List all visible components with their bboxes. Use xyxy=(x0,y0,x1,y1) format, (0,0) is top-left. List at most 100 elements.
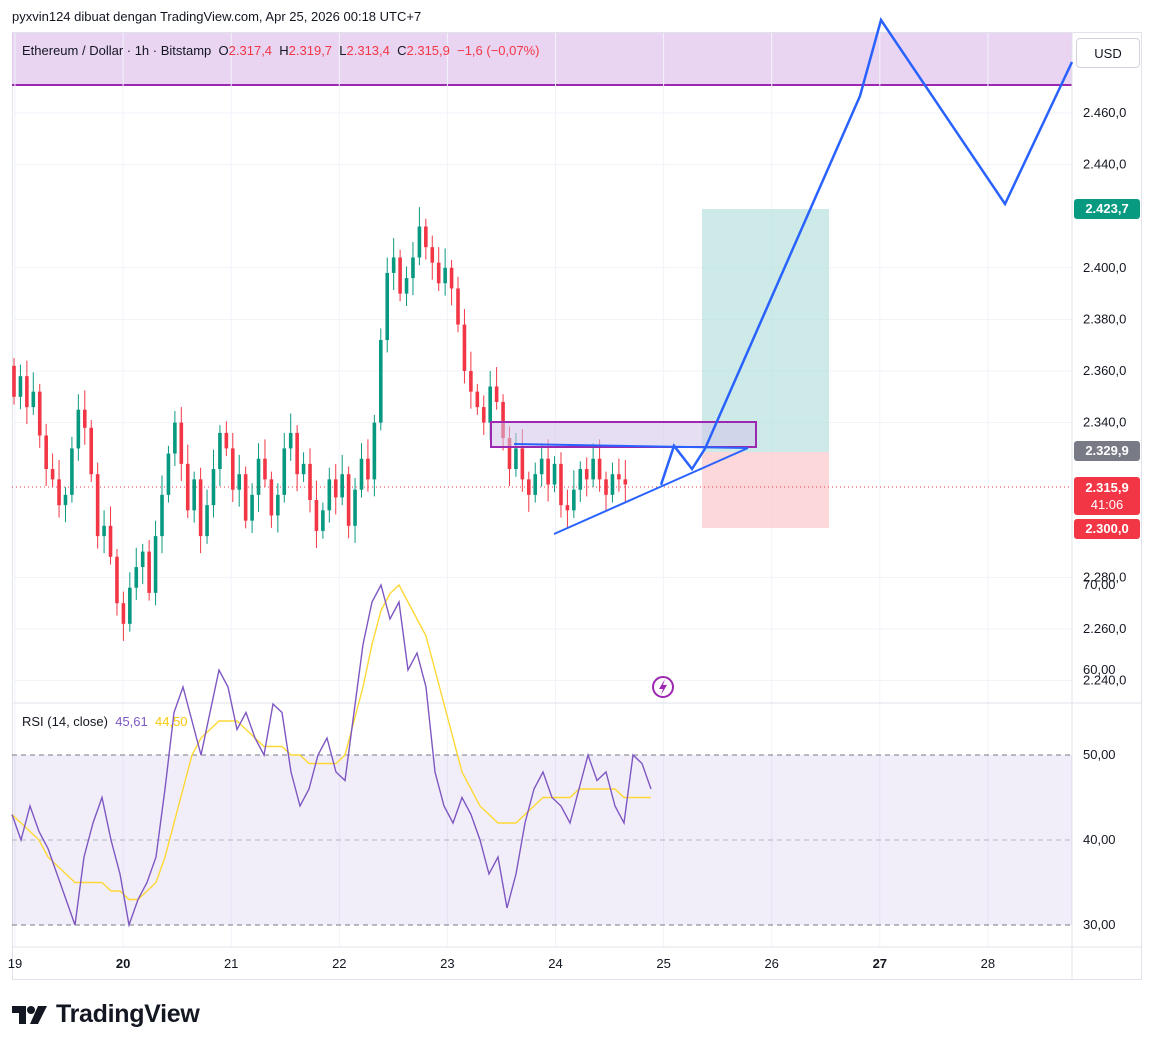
candle-body xyxy=(121,603,126,624)
candle-body xyxy=(501,401,505,439)
candle-body xyxy=(76,409,81,449)
candle-body xyxy=(70,448,74,495)
high-label: H xyxy=(279,43,289,58)
candle-body xyxy=(391,257,396,273)
candle-body xyxy=(230,448,235,490)
candle-body xyxy=(475,391,480,408)
candle-body xyxy=(385,272,390,341)
time-axis: 19 20 21 22 23 24 25 26 27 28 xyxy=(8,956,995,971)
candle-body xyxy=(185,463,190,511)
candle-body xyxy=(552,463,557,485)
candle-body xyxy=(25,376,29,408)
lightning-icon[interactable] xyxy=(652,676,674,698)
price-axis-label: 2.440,0 xyxy=(1083,157,1126,172)
tradingview-logo-icon xyxy=(12,1005,47,1024)
low-label: L xyxy=(339,43,347,58)
candle-body xyxy=(604,479,608,495)
candle-body xyxy=(591,458,595,480)
candle-body xyxy=(256,458,261,495)
candle-body xyxy=(12,365,16,397)
rsi-value: 45,61 xyxy=(115,714,148,729)
candle-body xyxy=(597,458,602,480)
candle-body xyxy=(211,469,216,506)
candle-body xyxy=(108,525,113,557)
candle-body xyxy=(250,494,254,521)
candle-body xyxy=(436,262,441,284)
price-axis-label: 2.240,0 xyxy=(1083,673,1126,688)
rsi-axis-label: 60,00 xyxy=(1083,662,1116,677)
candle-body xyxy=(340,474,344,498)
candle-body xyxy=(417,226,422,258)
price-axis-label: 2.340,0 xyxy=(1083,415,1126,430)
candle-body xyxy=(610,474,615,495)
candle-body xyxy=(584,469,589,480)
candle-body xyxy=(411,257,415,279)
candle-body xyxy=(378,340,383,423)
candle-body xyxy=(527,479,531,495)
candle-body xyxy=(102,525,106,537)
close-value: 2.315,9 xyxy=(406,43,450,58)
time-axis-label: 26 xyxy=(764,956,778,971)
time-axis-label: 19 xyxy=(8,956,22,971)
rsi-ma-value: 44,50 xyxy=(155,714,188,729)
candle-body xyxy=(456,288,460,325)
candle-body xyxy=(372,422,377,480)
rsi-legend[interactable]: RSI (14, close) 45,61 44,50 xyxy=(22,714,188,729)
price-axis-label: 2.260,0 xyxy=(1083,621,1126,636)
neckline xyxy=(513,443,749,449)
open-value: 2.317,4 xyxy=(228,43,273,58)
rsi-axis-label: 50,00 xyxy=(1083,747,1116,762)
candle-body xyxy=(44,435,48,470)
candle-body xyxy=(533,474,538,495)
price-axis-label: 2.280,0 xyxy=(1083,569,1126,584)
rsi-axis-label: 70,00 xyxy=(1083,577,1116,592)
price-axis: 2.460,0 2.440,0 2.400,0 2.380,0 2.360,0 2.340… xyxy=(1083,105,1126,688)
candle-body xyxy=(173,422,177,454)
candle-body xyxy=(18,376,23,397)
symbol-legend[interactable]: Ethereum / Dollar · 1h · Bitstamp O2.317… xyxy=(22,43,540,58)
candle-body xyxy=(205,505,209,537)
candle-body xyxy=(469,371,473,392)
rsi-axis-label: 30,00 xyxy=(1083,917,1116,932)
candle-body xyxy=(237,474,242,490)
candle-body xyxy=(160,494,164,537)
time-axis-label: 25 xyxy=(656,956,670,971)
candle-body xyxy=(449,267,454,289)
candle-body xyxy=(559,463,563,506)
candle-body xyxy=(308,463,312,500)
close-label: C xyxy=(397,43,407,58)
price-axis-label: 2.360,0 xyxy=(1083,363,1126,378)
candle-body xyxy=(282,448,287,495)
candle-body xyxy=(89,427,94,475)
low-value: 2.313,4 xyxy=(346,43,390,58)
time-axis-label: 28 xyxy=(981,956,995,971)
candle-body xyxy=(179,422,184,464)
candle-body xyxy=(166,453,171,495)
candle-body xyxy=(140,551,145,568)
rsi-line xyxy=(11,583,652,928)
profit-zone xyxy=(702,209,829,452)
candle-body xyxy=(218,432,222,470)
candle-body xyxy=(488,386,492,423)
currency-button[interactable]: USD xyxy=(1076,38,1140,68)
high-value: 2.319,7 xyxy=(288,43,333,58)
candle-body xyxy=(514,448,518,470)
candle-body xyxy=(443,267,447,284)
candle-body xyxy=(327,479,332,511)
candle-body xyxy=(31,391,36,408)
candle-body xyxy=(520,448,525,480)
time-axis-label: 23 xyxy=(440,956,454,971)
candle-body xyxy=(82,409,87,428)
candle-body xyxy=(617,474,621,480)
rsi-axis-label: 40,00 xyxy=(1083,832,1116,847)
candle-body xyxy=(565,505,570,511)
candle-body xyxy=(224,432,229,449)
symbol-name: Ethereum / Dollar · 1h · Bitstamp xyxy=(22,43,212,58)
candle-body xyxy=(269,479,274,516)
last-price-tag: 2.315,9 41:06 xyxy=(1074,477,1140,515)
candle-body xyxy=(494,386,499,402)
chart-credit: pyxvin124 dibuat dengan TradingView.com,… xyxy=(12,9,422,24)
rsi-title: RSI (14, close) xyxy=(22,714,108,729)
